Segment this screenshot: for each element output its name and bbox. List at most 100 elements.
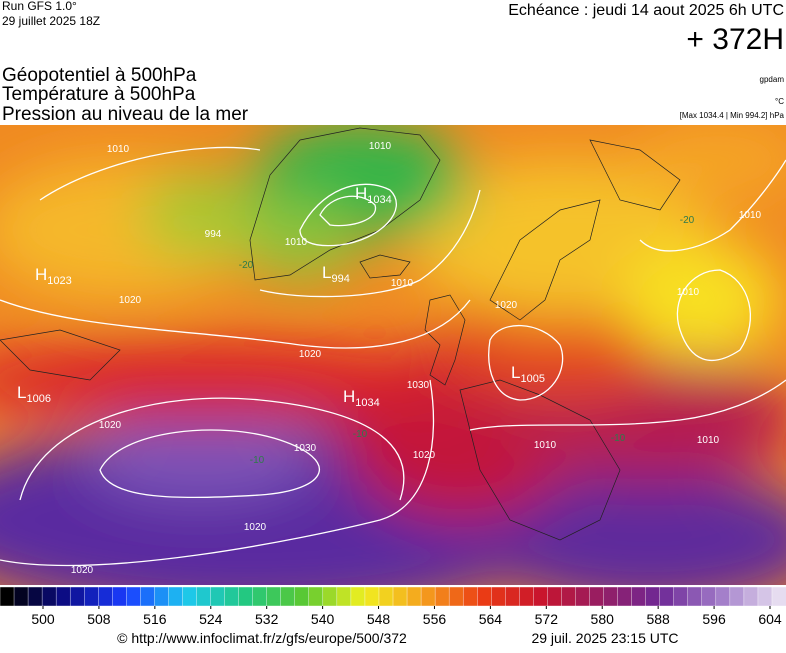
colorbar-tick-label: 508 bbox=[87, 611, 111, 627]
colorbar-swatch bbox=[448, 586, 464, 607]
colorbar-tick-label: 500 bbox=[31, 611, 55, 627]
colorbar-swatch bbox=[224, 586, 240, 607]
title: Température à 500hPa bbox=[2, 84, 196, 105]
isobar-label: 1010 bbox=[697, 435, 720, 446]
colorbar-tick-label: 580 bbox=[591, 611, 615, 627]
colorbar-tick-label: 588 bbox=[646, 611, 670, 627]
colorbar-swatch bbox=[589, 586, 605, 607]
colorbar-swatch bbox=[561, 586, 577, 607]
isobar-label: 1030 bbox=[294, 443, 317, 454]
center-value: 1006 bbox=[26, 393, 50, 405]
colorbar-swatch bbox=[308, 586, 324, 607]
colorbar-tick-label: 524 bbox=[199, 611, 223, 627]
colorbar-swatch bbox=[69, 586, 85, 607]
colorbar-swatch bbox=[491, 586, 506, 607]
center-value: 1034 bbox=[355, 397, 379, 409]
temperature-label: -20 bbox=[239, 260, 254, 271]
colorbar-swatch bbox=[575, 586, 591, 607]
colorbar-swatch bbox=[617, 586, 633, 607]
colorbar-swatch bbox=[280, 586, 296, 607]
colorbar-swatch bbox=[477, 586, 492, 607]
center-value: 1005 bbox=[520, 373, 544, 385]
colorbar-swatch bbox=[729, 586, 745, 607]
pressure-center: L1006 bbox=[17, 383, 51, 405]
colorbar-swatch bbox=[84, 586, 99, 607]
colorbar-swatch bbox=[434, 586, 450, 607]
title: Géopotentiel à 500hPa bbox=[2, 65, 197, 86]
colorbar-swatch bbox=[98, 586, 113, 607]
timestamp: 29 juil. 2025 23:15 UTC bbox=[531, 630, 678, 646]
colorbar-swatch bbox=[547, 586, 563, 607]
isobars bbox=[0, 146, 786, 567]
colorbar-swatch bbox=[41, 586, 57, 607]
colorbar-swatch bbox=[505, 586, 521, 607]
colorbar-swatch bbox=[687, 586, 703, 607]
colorbar-swatch bbox=[322, 586, 338, 607]
center-value: 1023 bbox=[47, 275, 71, 287]
colorbar-swatch bbox=[182, 586, 198, 607]
pressure-center: H1034 bbox=[355, 184, 392, 206]
colorbar-swatch bbox=[392, 586, 408, 607]
center-letter: H bbox=[355, 184, 367, 203]
colorbar-swatch bbox=[659, 586, 675, 607]
colorbar-swatch bbox=[462, 586, 478, 607]
colorbar-swatch bbox=[252, 586, 268, 607]
colorbar-swatch bbox=[364, 586, 380, 607]
pressure-center: L994 bbox=[322, 263, 350, 285]
colorbar-swatch bbox=[112, 586, 128, 607]
center-letter: L bbox=[322, 263, 331, 282]
colorbar-tick-label: 596 bbox=[702, 611, 726, 627]
isobar-label: 1020 bbox=[119, 295, 142, 306]
range-note: [Max 1034.4 | Min 994.2] hPa bbox=[680, 111, 785, 120]
unit-note: °C bbox=[775, 97, 784, 106]
isobar-label: 1010 bbox=[391, 278, 414, 289]
colorbar-swatch bbox=[378, 586, 394, 607]
colorbar-swatch bbox=[168, 586, 184, 607]
isobar-label: 1020 bbox=[413, 450, 436, 461]
colorbar-swatch bbox=[406, 586, 422, 607]
unit-note: gpdam bbox=[760, 75, 785, 84]
colorbar-swatch bbox=[715, 586, 731, 607]
colorbar-swatch bbox=[673, 586, 689, 607]
colorbar-swatch bbox=[210, 586, 226, 607]
colorbar-swatch bbox=[266, 586, 282, 607]
temperature-label: -10 bbox=[250, 455, 265, 466]
colorbar-tick-label: 564 bbox=[479, 611, 503, 627]
isobar-label: 1020 bbox=[71, 565, 94, 576]
center-letter: L bbox=[511, 363, 520, 382]
colorbar-swatch bbox=[13, 586, 29, 607]
isobar-label: 1020 bbox=[99, 420, 122, 431]
colorbar-swatch bbox=[757, 586, 773, 607]
colorbar-swatch bbox=[238, 586, 254, 607]
isobar-label: 1020 bbox=[299, 349, 322, 360]
colorbar-swatch bbox=[771, 586, 786, 607]
temperature-label: -10 bbox=[353, 429, 368, 440]
pressure-center: H1034 bbox=[343, 387, 380, 409]
isobar-label: 1030 bbox=[407, 380, 430, 391]
center-value: 1034 bbox=[367, 194, 391, 206]
isobar-label: 1020 bbox=[495, 300, 518, 311]
title: Pression au niveau de la mer bbox=[2, 104, 249, 125]
colorbar-swatch bbox=[294, 586, 310, 607]
forecast-hour: + 372H bbox=[686, 23, 784, 56]
isobar-label: 1010 bbox=[534, 440, 557, 451]
colorbar-tick-label: 532 bbox=[255, 611, 279, 627]
colorbar-swatch bbox=[336, 586, 352, 607]
isobar-label: 1020 bbox=[244, 522, 267, 533]
colorbar-tick-label: 548 bbox=[367, 611, 391, 627]
isobar-label: 1010 bbox=[107, 144, 130, 155]
pressure-center: L1005 bbox=[511, 363, 545, 385]
colorbar-swatch bbox=[603, 586, 619, 607]
colorbar-swatch bbox=[631, 586, 647, 607]
colorbar-swatch bbox=[154, 586, 170, 607]
center-letter: H bbox=[35, 265, 47, 284]
colorbar-swatch bbox=[645, 586, 661, 607]
run: Run GFS 1.0° bbox=[2, 0, 77, 13]
colorbar-swatch bbox=[743, 586, 759, 607]
source-url: © http://www.infoclimat.fr/z/gfs/europe/… bbox=[117, 630, 407, 646]
colorbar-tick-label: 556 bbox=[423, 611, 447, 627]
colorbar-swatch bbox=[126, 586, 142, 607]
colorbar: 500 508 516 524 532 540 548 556 564 572 580 588 596 6… bbox=[0, 586, 786, 627]
colorbar-swatch bbox=[27, 586, 43, 607]
